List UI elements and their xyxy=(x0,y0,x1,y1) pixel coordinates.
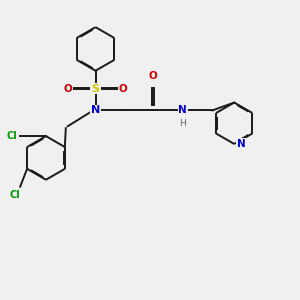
Text: S: S xyxy=(92,84,100,94)
Text: O: O xyxy=(119,84,128,94)
Text: Cl: Cl xyxy=(10,190,21,200)
Text: H: H xyxy=(179,119,186,128)
Text: N: N xyxy=(237,139,245,149)
Text: Cl: Cl xyxy=(7,131,18,141)
Text: N: N xyxy=(91,105,100,116)
Text: O: O xyxy=(63,84,72,94)
Text: O: O xyxy=(148,71,157,81)
Text: N: N xyxy=(178,105,187,116)
